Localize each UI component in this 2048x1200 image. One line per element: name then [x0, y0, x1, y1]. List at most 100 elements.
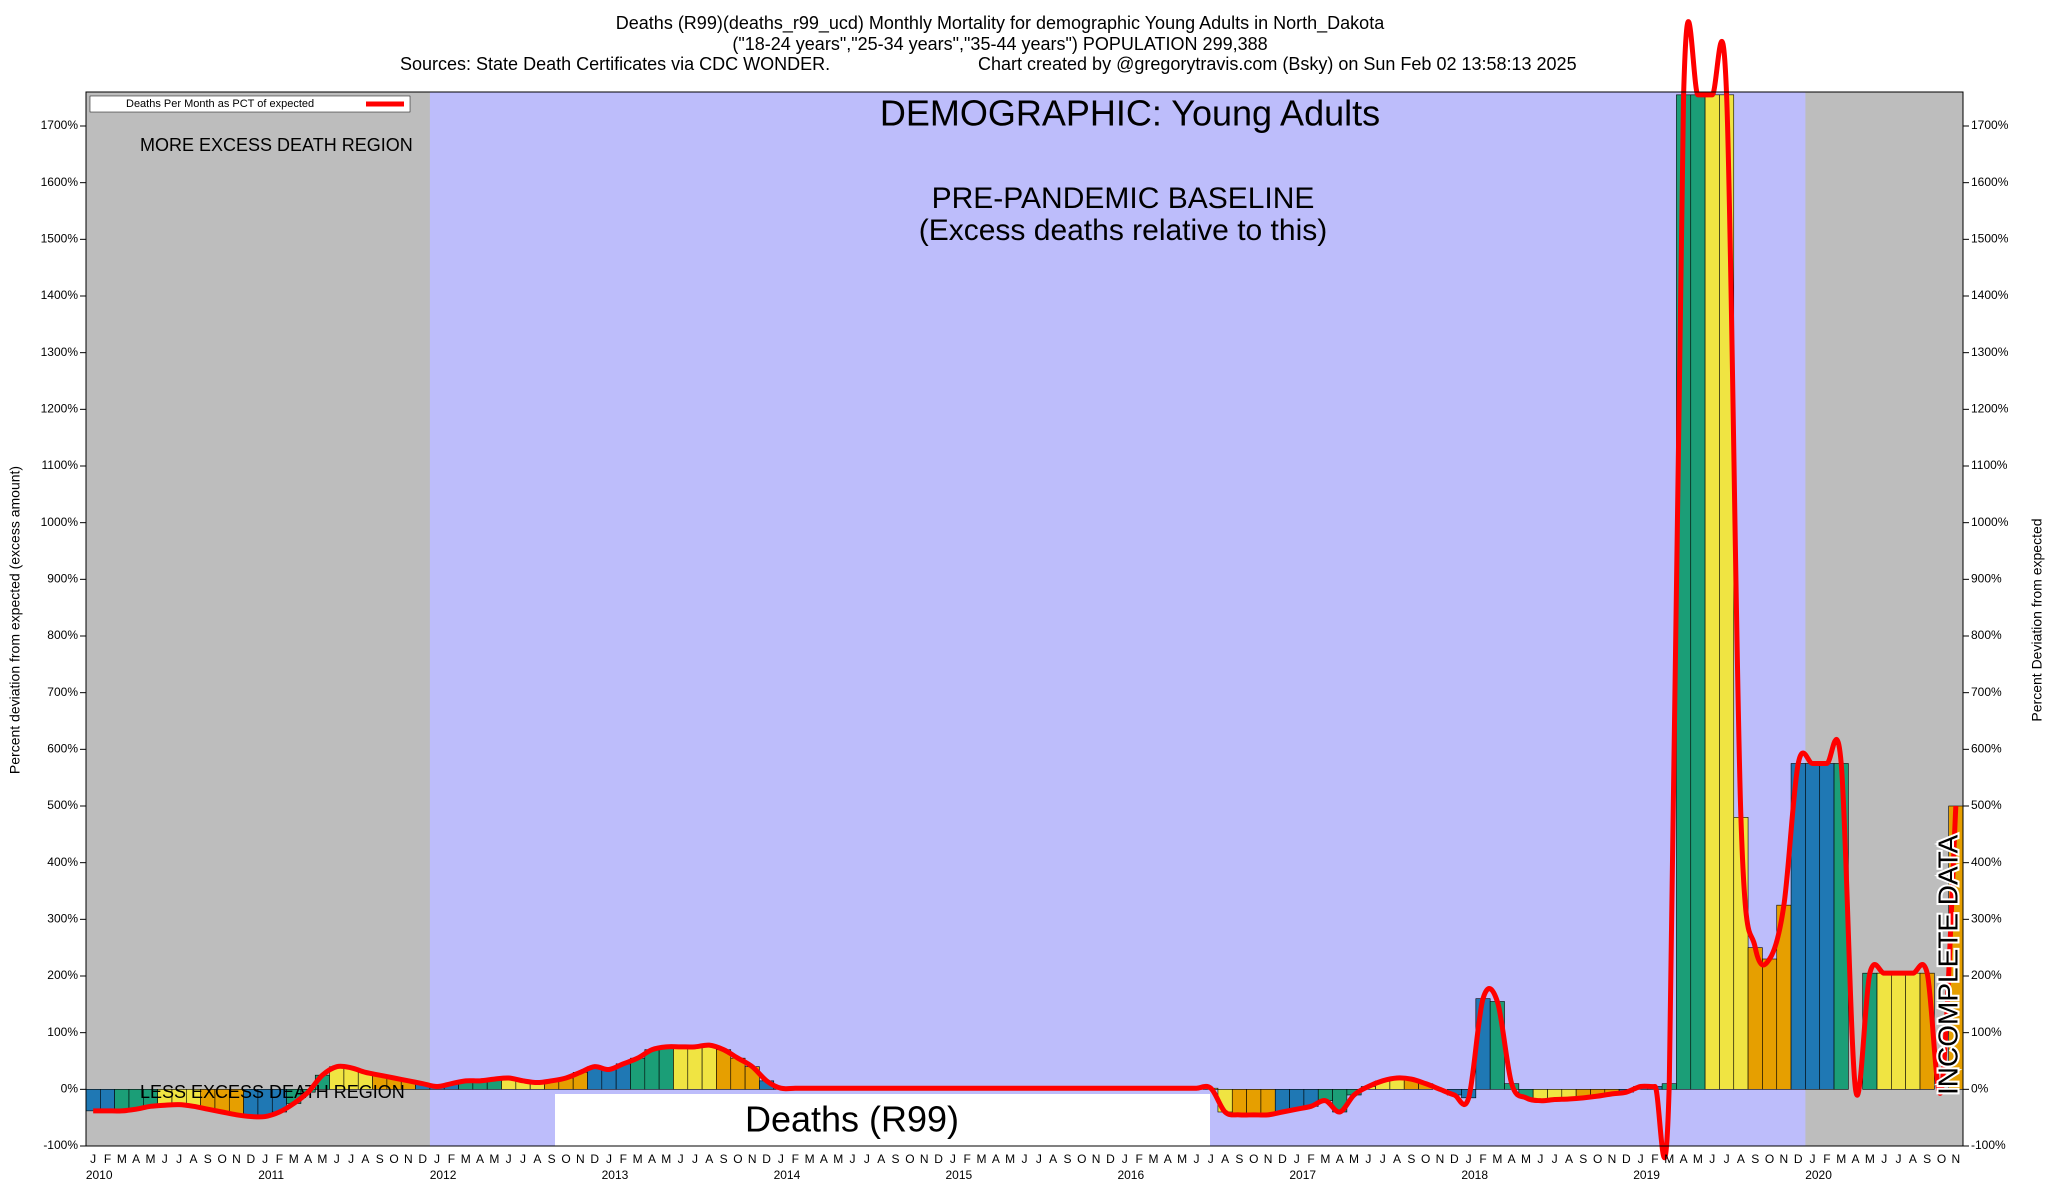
bar	[601, 1069, 617, 1090]
bar	[1690, 94, 1706, 1090]
x-tick-label: J	[1122, 1152, 1128, 1166]
legend-label: Deaths Per Month as PCT of expected	[126, 98, 314, 110]
x-tick-label: J	[1810, 1152, 1816, 1166]
y-tick-label: 300%	[47, 912, 78, 926]
chart-title: Deaths (R99)(deaths_r99_ucd) Monthly Mor…	[616, 13, 1385, 34]
x-tick-label: S	[204, 1152, 212, 1166]
y-tick-label: 1700%	[41, 118, 79, 132]
bar	[1876, 972, 1892, 1090]
year-label: 2018	[1461, 1168, 1488, 1182]
source: Sources: State Death Certificates via CD…	[400, 54, 830, 74]
y2-tick-label: 1100%	[1971, 458, 2008, 472]
x-tick-label: M	[1148, 1152, 1158, 1166]
y-tick-label: 1100%	[42, 458, 79, 472]
x-tick-label: A	[533, 1152, 541, 1166]
x-tick-label: A	[1049, 1152, 1057, 1166]
y-tick-label: 1000%	[41, 515, 79, 529]
x-tick-label: J	[506, 1152, 512, 1166]
bar	[658, 1046, 674, 1090]
x-tick-label: N	[748, 1152, 757, 1166]
x-tick-label: M	[1492, 1152, 1502, 1166]
x-tick-label: F	[1651, 1152, 1658, 1166]
y-tick-label: 200%	[47, 968, 78, 982]
plot-frame	[85, 91, 1964, 1147]
x-tick-label: D	[762, 1152, 771, 1166]
bar	[1246, 1089, 1262, 1116]
x-tick-label: A	[705, 1152, 713, 1166]
x-tick-label: A	[820, 1152, 828, 1166]
x-tick-label: S	[892, 1152, 900, 1166]
x-tick-label: A	[1221, 1152, 1229, 1166]
y2-tick-label: 600%	[1971, 742, 2002, 756]
x-tick-label: M	[1693, 1152, 1703, 1166]
y-tick-label: 0%	[61, 1082, 79, 1096]
year-label: 2017	[1289, 1168, 1316, 1182]
x-tick-label: J	[1724, 1152, 1730, 1166]
x-tick-label: O	[1249, 1152, 1258, 1166]
x-tick-label: M	[289, 1152, 299, 1166]
x-tick-label: J	[606, 1152, 612, 1166]
x-tick-label: M	[1836, 1152, 1846, 1166]
x-tick-label: S	[1579, 1152, 1587, 1166]
bar	[687, 1046, 703, 1090]
x-tick-label: N	[1436, 1152, 1445, 1166]
y-tick-label: 1500%	[41, 232, 79, 246]
x-tick-label: A	[1737, 1152, 1745, 1166]
legend-box	[89, 95, 411, 113]
x-tick-label: S	[1407, 1152, 1415, 1166]
x-tick-label: M	[805, 1152, 815, 1166]
x-tick-label: A	[877, 1152, 885, 1166]
x-tick-label: A	[132, 1152, 140, 1166]
x-tick-label: J	[1036, 1152, 1042, 1166]
x-tick-label: J	[692, 1152, 698, 1166]
chart-subtitle: ("18-24 years","25-34 years","35-44 year…	[732, 34, 1267, 54]
x-tick-label: S	[376, 1152, 384, 1166]
y2-tick-label: 1400%	[1971, 288, 2009, 302]
x-tick-label: A	[1393, 1152, 1401, 1166]
annotation: LESS EXCESS DEATH REGION	[140, 1082, 405, 1102]
annotation: PRE-PANDEMIC BASELINE	[932, 182, 1315, 215]
annotation: (Excess deaths relative to this)	[919, 214, 1328, 247]
x-tick-label: A	[1508, 1152, 1516, 1166]
annotation: Deaths (R99)	[745, 1099, 959, 1140]
y-tick-label: 900%	[47, 572, 78, 586]
x-tick-label: O	[217, 1152, 226, 1166]
x-tick-label: J	[1638, 1152, 1644, 1166]
x-tick-label: O	[561, 1152, 570, 1166]
y-tick-label: 500%	[47, 798, 78, 812]
y2-tick-label: 100%	[1971, 1025, 2002, 1039]
x-tick-label: M	[1664, 1152, 1674, 1166]
x-tick-label: F	[620, 1152, 627, 1166]
y2-tick-label: 700%	[1971, 685, 2002, 699]
x-tick-label: J	[778, 1152, 784, 1166]
x-tick-label: A	[1336, 1152, 1344, 1166]
bar	[1704, 94, 1720, 1090]
y2-tick-label: 400%	[1971, 855, 2002, 869]
x-tick-label: O	[1077, 1152, 1086, 1166]
y2-tick-label: 500%	[1971, 798, 2002, 812]
bar	[673, 1046, 689, 1090]
x-tick-label: A	[304, 1152, 312, 1166]
y2-tick-label: 0%	[1971, 1082, 1989, 1096]
x-tick-label: S	[1063, 1152, 1071, 1166]
x-tick-label: M	[633, 1152, 643, 1166]
x-tick-label: J	[176, 1152, 182, 1166]
x-tick-label: D	[1278, 1152, 1287, 1166]
x-tick-label: A	[476, 1152, 484, 1166]
bar	[701, 1044, 717, 1090]
x-tick-label: D	[934, 1152, 943, 1166]
x-tick-label: J	[678, 1152, 684, 1166]
x-tick-label: M	[1177, 1152, 1187, 1166]
bar	[1747, 947, 1763, 1090]
x-tick-label: O	[1765, 1152, 1774, 1166]
x-tick-label: A	[1164, 1152, 1172, 1166]
y2-tick-label: 1000%	[1971, 515, 2009, 529]
y2-tick-label: 1600%	[1971, 175, 2009, 189]
x-tick-label: J	[1552, 1152, 1558, 1166]
line	[93, 19, 1959, 1161]
x-tick-label: J	[262, 1152, 268, 1166]
x-tick-label: N	[1092, 1152, 1101, 1166]
x-tick-label: O	[389, 1152, 398, 1166]
x-tick-label: M	[1005, 1152, 1015, 1166]
x-tick-label: S	[1235, 1152, 1243, 1166]
